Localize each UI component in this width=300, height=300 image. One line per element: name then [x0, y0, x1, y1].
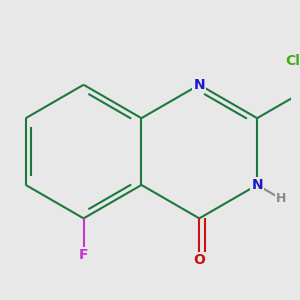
Text: Cl: Cl	[286, 54, 300, 68]
Text: O: O	[194, 253, 205, 267]
Text: H: H	[276, 193, 286, 206]
Text: N: N	[251, 178, 263, 192]
Text: N: N	[194, 78, 205, 92]
Text: F: F	[79, 248, 88, 262]
